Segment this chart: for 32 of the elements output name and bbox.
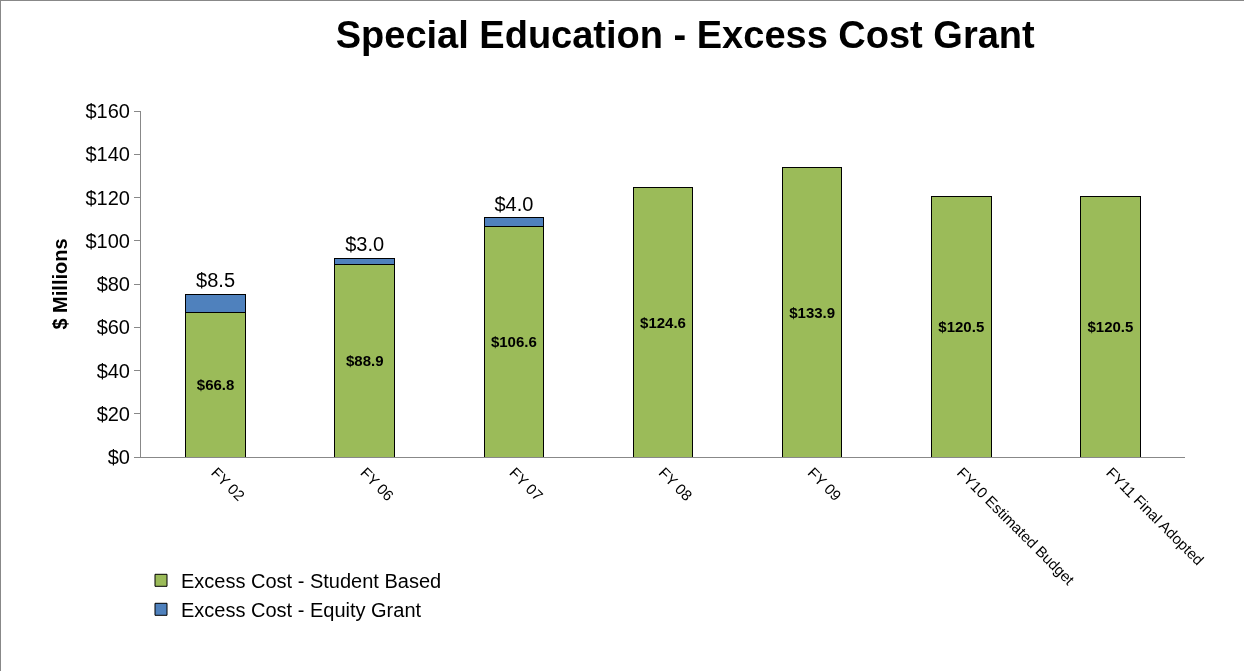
data-label: $66.8 <box>196 376 235 394</box>
y-tick-label: $80 <box>96 273 130 295</box>
chart-title: Special Education - Excess Cost Grant <box>335 13 1036 56</box>
data-label: $120.5 <box>1087 318 1134 336</box>
data-label: $120.5 <box>938 318 985 336</box>
y-tick-label: $20 <box>96 402 130 425</box>
x-tick-label: FY 02 <box>208 463 249 505</box>
y-axis-title: $ Millions <box>49 238 71 330</box>
x-tick-label: FY 09 <box>804 463 845 505</box>
legend-label: Excess Cost - Student Based <box>181 570 442 593</box>
x-tick-label: FY 08 <box>655 463 696 505</box>
y-tick-label: $100 <box>85 229 130 252</box>
y-tick-label: $160 <box>85 100 130 122</box>
y-tick-label: $0 <box>107 446 130 468</box>
data-label: $88.9 <box>345 352 384 370</box>
x-tick-label: FY 06 <box>357 463 398 505</box>
data-label: $3.0 <box>345 233 385 256</box>
y-tick-label: $120 <box>85 186 130 209</box>
data-label: $8.5 <box>196 269 236 292</box>
data-label: $133.9 <box>789 303 836 321</box>
y-tick-label: $60 <box>96 316 130 339</box>
y-tick-label: $40 <box>96 359 130 382</box>
data-label: $4.0 <box>494 192 534 215</box>
bar <box>1080 195 1141 457</box>
legend-label: Excess Cost - Equity Grant <box>181 599 422 622</box>
bar <box>632 187 694 457</box>
data-label: $124.6 <box>640 313 686 331</box>
bar <box>781 166 843 457</box>
bar <box>930 195 992 457</box>
data-label: $106.6 <box>490 333 537 351</box>
x-tick-label: FY 07 <box>506 463 547 505</box>
y-tick-label: $140 <box>85 143 130 166</box>
